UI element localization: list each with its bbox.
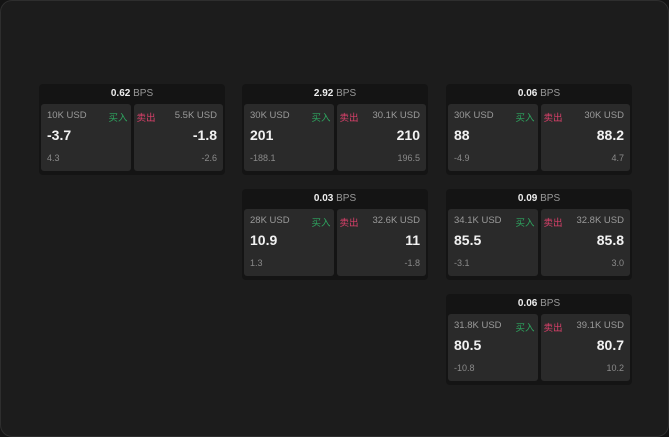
buy-label: 买入	[311, 218, 331, 229]
buy-cell[interactable]: 10K USD 买入 -3.7 4.3	[41, 104, 131, 171]
bid-size: 30K USD	[454, 110, 494, 121]
bid-price: 201	[250, 127, 274, 143]
spread-header: 0.06 BPS	[446, 294, 632, 314]
buy-label: 买入	[515, 218, 535, 229]
ask-change: 4.7	[611, 153, 624, 163]
bid-change: -3.1	[454, 258, 470, 268]
quote-card: 0.06 BPS 30K USD 买入 88 -4.9 卖出 30K USD 88.2 4.…	[446, 84, 632, 175]
bid-price: 85.5	[454, 232, 482, 248]
buy-cell[interactable]: 31.8K USD 买入 80.5 -10.8	[448, 314, 538, 381]
sell-label: 卖出	[543, 218, 563, 229]
ask-change: 3.0	[611, 258, 624, 268]
spread-header: 0.03 BPS	[242, 189, 428, 209]
spread-unit: BPS	[133, 88, 154, 99]
spread-value: 0.09	[517, 193, 538, 204]
ask-size: 32.6K USD	[372, 215, 420, 226]
buy-cell[interactable]: 34.1K USD 买入 85.5 -3.1	[448, 209, 538, 276]
ask-price: 88.2	[596, 127, 624, 143]
bid-size: 30K USD	[250, 110, 290, 121]
quote-card: 0.06 BPS 31.8K USD 买入 80.5 -10.8 卖出 39.1K US…	[446, 294, 632, 385]
spread-unit: BPS	[540, 298, 561, 309]
sell-label: 卖出	[543, 113, 563, 124]
ask-price: -1.8	[192, 127, 217, 143]
bid-size: 10K USD	[47, 110, 87, 121]
bid-change: 4.3	[47, 153, 60, 163]
sell-cell[interactable]: 卖出 32.6K USD 11 -1.8	[336, 209, 426, 276]
ask-price: 210	[396, 127, 420, 143]
bid-price: 88	[454, 127, 470, 143]
ask-price: 80.7	[596, 337, 624, 353]
bid-change: -4.9	[454, 153, 470, 163]
buy-label: 买入	[515, 113, 535, 124]
spread-value: 0.03	[313, 193, 334, 204]
sell-cell[interactable]: 卖出 30.1K USD 210 196.5	[336, 104, 426, 171]
bid-price: 80.5	[454, 337, 482, 353]
bid-size: 28K USD	[250, 215, 290, 226]
spread-unit: BPS	[540, 193, 561, 204]
spread-header: 2.92 BPS	[242, 84, 428, 104]
spread-value: 0.06	[517, 88, 538, 99]
ask-size: 5.5K USD	[174, 110, 217, 121]
buy-label: 买入	[108, 113, 128, 124]
sell-cell[interactable]: 卖出 30K USD 88.2 4.7	[540, 104, 630, 171]
ask-price: 11	[405, 232, 420, 248]
bid-change: 1.3	[250, 258, 263, 268]
quote-card: 0.62 BPS 10K USD 买入 -3.7 4.3 卖出 5.5K USD -1.8…	[39, 84, 225, 175]
buy-label: 买入	[515, 323, 535, 334]
spread-value: 2.92	[313, 88, 334, 99]
sell-cell[interactable]: 卖出 39.1K USD 80.7 10.2	[540, 314, 630, 381]
sell-cell[interactable]: 卖出 32.8K USD 85.8 3.0	[540, 209, 630, 276]
buy-cell[interactable]: 28K USD 买入 10.9 1.3	[244, 209, 334, 276]
spread-unit: BPS	[540, 88, 561, 99]
spread-unit: BPS	[336, 88, 357, 99]
ask-size: 32.8K USD	[576, 215, 624, 226]
sell-label: 卖出	[339, 113, 359, 124]
spread-unit: BPS	[336, 193, 357, 204]
buy-cell[interactable]: 30K USD 买入 88 -4.9	[448, 104, 538, 171]
ask-size: 30K USD	[584, 110, 624, 121]
bid-size: 31.8K USD	[454, 320, 502, 331]
ask-change: -2.6	[201, 153, 217, 163]
ask-change: 196.5	[397, 153, 420, 163]
quote-card: 0.03 BPS 28K USD 买入 10.9 1.3 卖出 32.6K USD 11 -…	[242, 189, 428, 280]
sell-label: 卖出	[136, 113, 156, 124]
bid-change: -10.8	[454, 363, 475, 373]
spread-header: 0.62 BPS	[39, 84, 225, 104]
ask-change: -1.8	[404, 258, 420, 268]
bid-change: -188.1	[250, 153, 276, 163]
ask-size: 30.1K USD	[372, 110, 420, 121]
quote-card: 0.09 BPS 34.1K USD 买入 85.5 -3.1 卖出 32.8K USD…	[446, 189, 632, 280]
buy-label: 买入	[311, 113, 331, 124]
bid-size: 34.1K USD	[454, 215, 502, 226]
spread-value: 0.62	[110, 88, 131, 99]
sell-label: 卖出	[543, 323, 563, 334]
spread-header: 0.09 BPS	[446, 189, 632, 209]
ask-price: 85.8	[596, 232, 624, 248]
bid-price: -3.7	[47, 127, 72, 143]
ask-change: 10.2	[606, 363, 624, 373]
spread-header: 0.06 BPS	[446, 84, 632, 104]
ask-size: 39.1K USD	[576, 320, 624, 331]
spread-value: 0.06	[517, 298, 538, 309]
buy-cell[interactable]: 30K USD 买入 201 -188.1	[244, 104, 334, 171]
sell-cell[interactable]: 卖出 5.5K USD -1.8 -2.6	[133, 104, 223, 171]
quote-card: 2.92 BPS 30K USD 买入 201 -188.1 卖出 30.1K USD 2…	[242, 84, 428, 175]
bid-price: 10.9	[250, 232, 278, 248]
sell-label: 卖出	[339, 218, 359, 229]
